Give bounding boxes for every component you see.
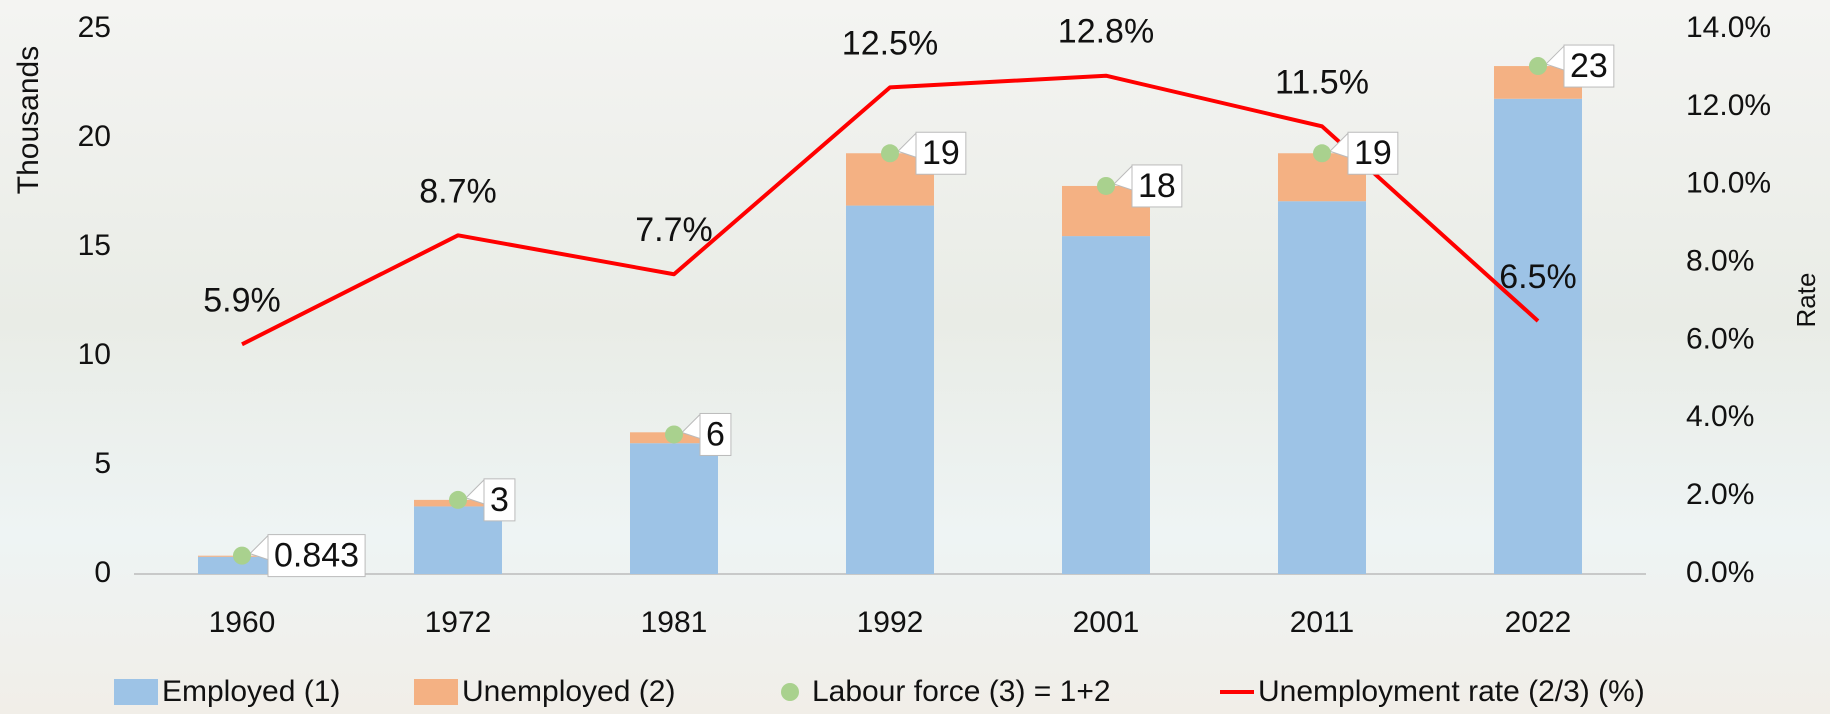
x-tick-label: 2001 — [1073, 606, 1140, 639]
y2-tick-label: 4.0% — [1686, 400, 1754, 433]
y-tick-label: 10 — [78, 338, 111, 371]
bar-segment — [630, 443, 718, 574]
y2-tick-label: 2.0% — [1686, 478, 1754, 511]
labour-force-dot — [1313, 144, 1331, 162]
chart: Thousands Rate 0 5 10 15 20 25 0.0% 2.0% 4.0% 6.0… — [0, 0, 1830, 714]
rate-label: 5.9% — [203, 281, 281, 319]
labour-force-dot — [233, 547, 251, 565]
legend-label: Unemployment rate (2/3) (%) — [1258, 675, 1645, 708]
legend-swatch — [414, 679, 458, 705]
y-tick-label: 15 — [78, 229, 111, 262]
y2-tick-label: 6.0% — [1686, 322, 1754, 355]
rate-label: 7.7% — [635, 211, 713, 249]
x-tick-label: 1981 — [641, 606, 708, 639]
x-tick-label: 1960 — [209, 606, 276, 639]
data-label: 6 — [706, 415, 725, 453]
y2-tick-label: 10.0% — [1686, 167, 1771, 200]
y-tick-label: 20 — [78, 120, 111, 153]
rate-label: 12.8% — [1058, 13, 1154, 51]
y2-tick-label: 14.0% — [1686, 11, 1771, 44]
bar-segment — [846, 206, 934, 574]
y-tick-label: 25 — [78, 11, 111, 44]
bar-segment — [1278, 201, 1366, 574]
labour-force-dot — [1097, 177, 1115, 195]
x-tick-label: 1972 — [425, 606, 492, 639]
labour-force-dot — [449, 491, 467, 509]
y-axis-title: Thousands — [12, 46, 45, 194]
y-tick-label: 0 — [94, 556, 111, 589]
y2-tick-label: 0.0% — [1686, 556, 1754, 589]
data-label: 0.843 — [274, 537, 359, 575]
labour-force-dot — [1529, 57, 1547, 75]
bar-segment — [1062, 236, 1150, 574]
data-label: 3 — [490, 481, 509, 519]
y-tick-label: 5 — [94, 447, 111, 480]
data-label: 18 — [1138, 167, 1176, 205]
rate-label: 6.5% — [1499, 258, 1577, 296]
legend-label: Employed (1) — [162, 675, 340, 708]
y2-tick-label: 8.0% — [1686, 244, 1754, 277]
legend-swatch — [114, 679, 158, 705]
rate-label: 12.5% — [842, 24, 938, 62]
rate-label: 11.5% — [1275, 63, 1369, 101]
y2-tick-label: 12.0% — [1686, 89, 1771, 122]
x-tick-label: 2022 — [1505, 606, 1572, 639]
legend-label: Unemployed (2) — [462, 675, 675, 708]
data-label: 23 — [1570, 47, 1608, 85]
data-label: 19 — [922, 134, 960, 172]
legend-swatch — [781, 683, 799, 701]
y2-axis-title: Rate — [1791, 273, 1821, 328]
data-label: 19 — [1354, 134, 1392, 172]
x-tick-label: 2011 — [1290, 606, 1355, 639]
labour-force-dot — [665, 425, 683, 443]
legend-label: Labour force (3) = 1+2 — [812, 675, 1111, 708]
bar-segment — [1494, 99, 1582, 574]
labour-force-dot — [881, 144, 899, 162]
rate-label: 8.7% — [419, 172, 497, 210]
x-tick-label: 1992 — [857, 606, 924, 639]
